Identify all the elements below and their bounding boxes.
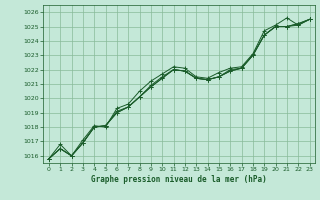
- X-axis label: Graphe pression niveau de la mer (hPa): Graphe pression niveau de la mer (hPa): [91, 175, 267, 184]
